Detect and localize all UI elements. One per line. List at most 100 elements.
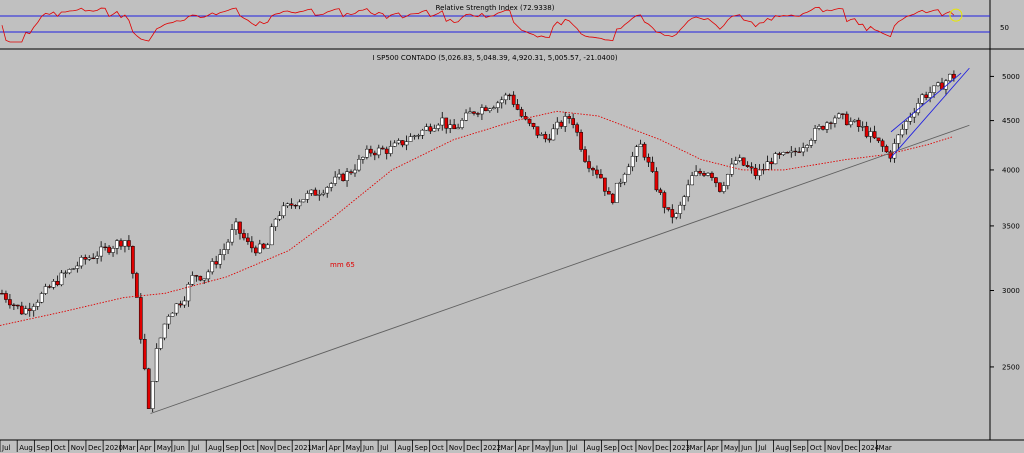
candle-body	[555, 121, 560, 130]
candle-body	[908, 116, 913, 122]
candle-body	[781, 152, 786, 155]
trendline-1	[150, 124, 970, 414]
candle-body	[79, 257, 84, 267]
candle-body	[725, 174, 730, 186]
candle-body	[801, 147, 806, 153]
x-tick-label: Apr	[707, 444, 719, 452]
x-tick-label: Apr	[140, 444, 152, 452]
rsi-line	[1, 6, 955, 43]
candle-body	[591, 168, 595, 171]
x-tick-label: Sep	[604, 444, 618, 452]
candle-body	[460, 120, 464, 128]
candle-body	[864, 126, 869, 137]
x-tick-label: May	[157, 444, 171, 452]
candle-body	[325, 187, 330, 194]
candle-body	[23, 308, 28, 315]
x-tick-label: Oct	[54, 444, 66, 452]
candle-body	[634, 146, 639, 157]
y-tick-label: 5000	[1002, 73, 1020, 81]
candle-body	[87, 257, 92, 260]
candle-body	[222, 249, 226, 255]
candle-body	[119, 240, 123, 247]
candle-body	[162, 323, 167, 339]
candle-body	[365, 148, 369, 158]
candle-body	[51, 281, 56, 288]
candle-body	[138, 297, 143, 340]
candle-body	[880, 140, 885, 147]
candle-body	[329, 183, 334, 188]
candle-body	[606, 191, 611, 195]
candle-body	[654, 171, 659, 191]
series-mm65	[0, 110, 954, 326]
trendline-3	[890, 72, 962, 133]
candle-body	[372, 152, 377, 156]
candle-body	[821, 125, 825, 130]
candle-body	[428, 126, 433, 132]
x-tick-label: Oct	[243, 444, 255, 452]
x-tick-label: Jul	[568, 444, 578, 452]
candle-body	[420, 129, 425, 136]
candle-body	[95, 255, 100, 259]
candle-body	[765, 161, 770, 170]
candle-body	[333, 176, 338, 184]
candle-body	[674, 213, 679, 218]
candle-body	[527, 118, 532, 124]
x-tick-label: Mar	[122, 444, 135, 452]
candle-body	[412, 135, 417, 137]
candle-body	[277, 215, 282, 220]
candle-body	[472, 111, 476, 114]
candle-body	[158, 337, 163, 349]
candle-body	[817, 125, 821, 129]
candle-body	[610, 193, 615, 203]
candle-body	[484, 107, 488, 112]
candle-body	[234, 221, 238, 230]
candle-body	[313, 189, 318, 196]
frame	[0, 0, 1024, 441]
candle-body	[547, 138, 552, 141]
candle-body	[936, 82, 940, 87]
candle-body	[646, 156, 651, 163]
candle-body	[932, 85, 936, 93]
candle-body	[813, 128, 817, 141]
x-tick-label: Jul	[1, 444, 11, 452]
candle-body	[733, 160, 738, 165]
candle-body	[666, 207, 671, 210]
candle-body	[269, 226, 274, 246]
y-tick-label: 2500	[1002, 363, 1020, 371]
candle-body	[583, 149, 587, 162]
candle-body	[722, 185, 726, 192]
candle-body	[111, 248, 115, 253]
candle-body	[686, 184, 691, 198]
candle-body	[495, 102, 500, 108]
x-tick-label: Mar	[879, 444, 892, 452]
candle-body	[670, 209, 675, 218]
candle-body	[8, 299, 12, 306]
candle-body	[773, 153, 778, 165]
x-tick-label: 2022	[483, 444, 501, 452]
x-tick-label: Jun	[740, 444, 752, 452]
candle-body	[115, 240, 119, 249]
candle-body	[480, 107, 484, 115]
x-tick-label: Nov	[638, 444, 652, 452]
candle-body	[154, 348, 159, 382]
x-tick-label: Sep	[36, 444, 50, 452]
candle-body	[487, 108, 492, 112]
x-tick-label: Jun	[551, 444, 563, 452]
candle-body	[900, 128, 905, 136]
x-tick-label: Nov	[71, 444, 85, 452]
candle-body	[928, 92, 932, 98]
candle-body	[559, 121, 564, 127]
x-tick-label: Oct	[432, 444, 444, 452]
candle-body	[190, 275, 195, 285]
candle-body	[710, 172, 714, 178]
x-tick-label: Jun	[173, 444, 185, 452]
candle-body	[856, 119, 861, 127]
candle-body	[341, 173, 345, 181]
candle-body	[301, 199, 306, 203]
candle-body	[690, 175, 694, 186]
candle-body	[214, 261, 219, 265]
x-tick-label: Mar	[500, 444, 513, 452]
candle-body	[257, 243, 262, 254]
candle-body	[622, 173, 627, 183]
x-tick-label: Jul	[757, 444, 767, 452]
